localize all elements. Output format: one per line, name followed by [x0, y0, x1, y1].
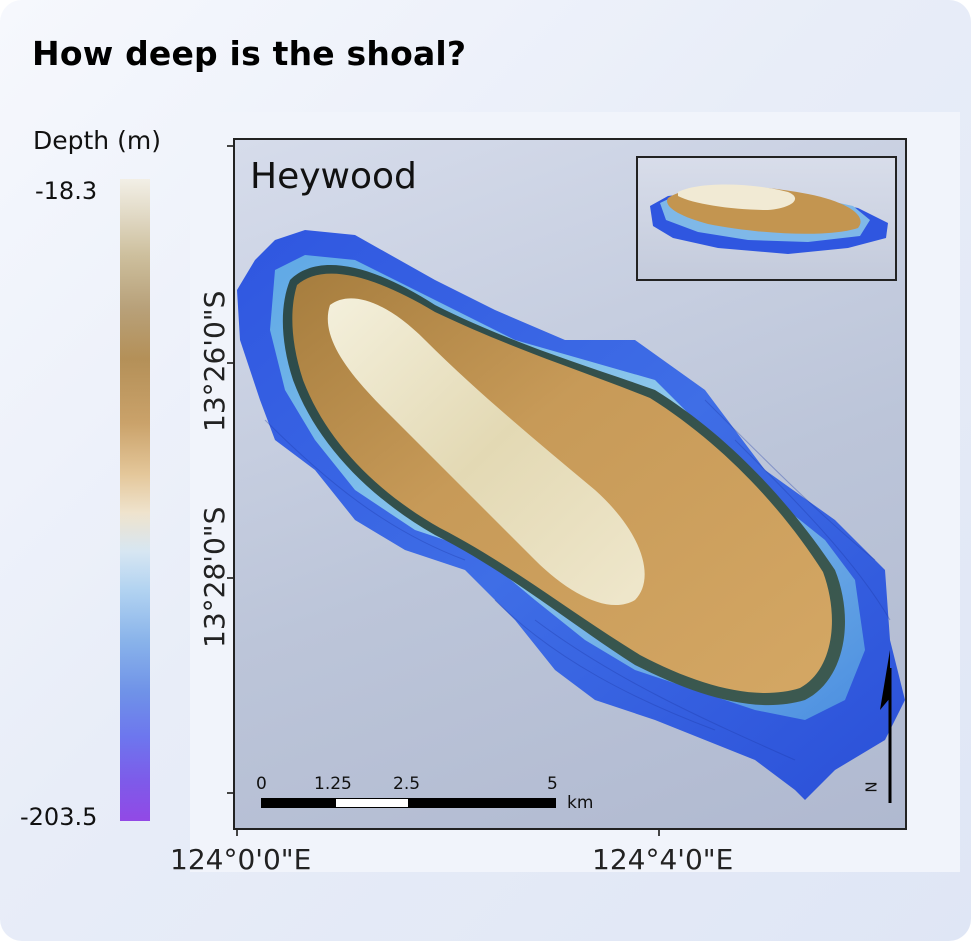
lat-tick-1: [227, 362, 233, 364]
lon-label-1: 124°0'0"E: [170, 843, 312, 876]
lat-tick-2: [227, 577, 233, 579]
scale-unit: km: [567, 793, 594, 813]
inset-3d-view: [650, 184, 888, 254]
scale-bar-seg-2: [335, 798, 409, 808]
legend-title: Depth (m): [33, 126, 161, 155]
scale-label-1: 1.25: [314, 774, 352, 794]
north-letter: N: [862, 781, 881, 793]
north-arrow-icon: [880, 650, 892, 803]
scale-bar-seg-3: [409, 798, 556, 808]
scale-bar-seg-1: [261, 798, 335, 808]
legend-max-label: -18.3: [35, 177, 98, 205]
legend-min-label: -203.5: [20, 803, 98, 831]
scale-label-3: 5: [547, 774, 558, 794]
scale-label-2: 2.5: [393, 774, 421, 794]
lon-label-2: 124°4'0"E: [592, 843, 734, 876]
figure-title: How deep is the shoal?: [32, 34, 467, 73]
scale-label-0: 0: [256, 774, 267, 794]
map-name-label: Heywood: [250, 156, 417, 197]
depth-colorbar: [120, 179, 150, 821]
lat-tick-top: [227, 145, 233, 147]
lat-tick-bottom: [227, 792, 233, 794]
lon-tick-1: [236, 830, 238, 836]
bathymetry-map: [237, 230, 905, 800]
perspective-inset: [636, 156, 897, 281]
lon-tick-2: [658, 830, 660, 836]
